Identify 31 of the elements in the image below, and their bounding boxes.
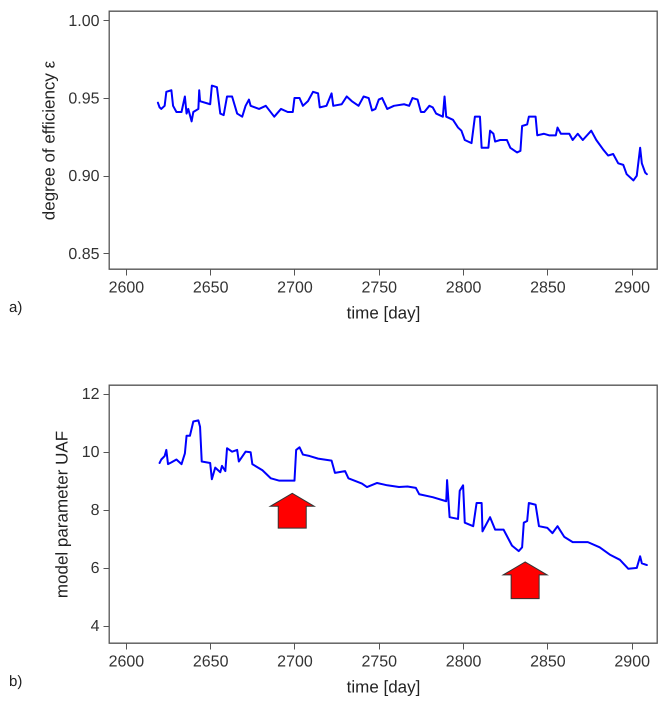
x-axis-title: time [day] (346, 678, 420, 696)
line-series (158, 419, 648, 570)
y-tick-label: 10 (82, 444, 100, 462)
y-tick-label: 12 (82, 386, 100, 404)
y-tick-label: 8 (90, 502, 100, 520)
x-tick-label: 2900 (614, 654, 650, 670)
x-tick-label: 2750 (361, 654, 398, 670)
y-tick-label: 0.85 (68, 246, 100, 263)
y-tick-label: 1.00 (68, 12, 100, 30)
x-tick-label: 2650 (192, 280, 229, 296)
text: a) (9, 299, 22, 316)
x-tick-label: 2800 (446, 654, 482, 670)
y-tick-label: 0.90 (68, 168, 100, 186)
x-tick-label: 2700 (277, 654, 313, 670)
text: b) (9, 673, 22, 690)
y-axis-title: model parameter UAF (52, 430, 72, 598)
y-tick-label: 6 (90, 560, 100, 578)
x-tick-label: 2600 (108, 280, 144, 296)
x-tick-label: 2750 (361, 280, 398, 296)
y-tick-label: 0.95 (68, 90, 100, 108)
x-tick-label: 2850 (530, 280, 566, 296)
x-tick-label: 2800 (446, 280, 482, 296)
x-axis-title: time [day] (346, 304, 420, 322)
y-axis-title: degree of efficiency ε (39, 60, 58, 220)
x-tick-label: 2850 (530, 654, 566, 670)
x-tick-label: 2650 (192, 654, 229, 670)
line-series (156, 84, 648, 182)
x-tick-label: 2600 (108, 654, 144, 670)
y-tick-label: 4 (90, 618, 100, 636)
x-tick-label: 2900 (614, 280, 650, 296)
x-tick-label: 2700 (277, 280, 313, 296)
